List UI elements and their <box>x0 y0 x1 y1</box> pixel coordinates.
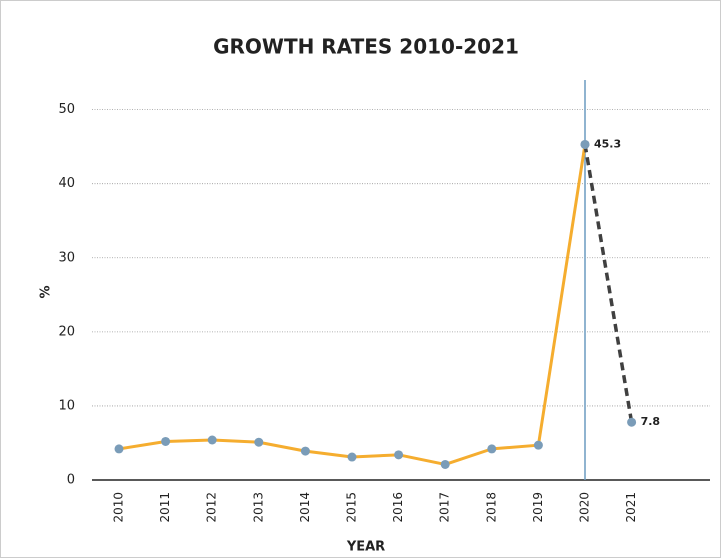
y-tick-label: 10 <box>58 398 75 413</box>
series-line <box>583 144 634 423</box>
y-tick-label: 40 <box>58 176 75 191</box>
x-tick-label: 2015 <box>345 492 359 523</box>
chart-title: GROWTH RATES 2010-2021 <box>213 35 519 59</box>
x-tick-label: 2018 <box>484 492 498 523</box>
x-axis-title: YEAR <box>346 540 385 555</box>
y-tick-label: 0 <box>67 473 75 488</box>
point <box>394 450 404 460</box>
data-label: 45.3 <box>594 137 621 150</box>
point <box>207 435 217 445</box>
x-tick-label: 2012 <box>205 492 219 523</box>
point <box>254 437 264 447</box>
data-label: 7.8 <box>641 415 661 428</box>
x-tick-label: 2019 <box>531 492 545 523</box>
point <box>114 444 124 454</box>
x-tick-label: 2016 <box>391 492 405 523</box>
point <box>440 459 450 469</box>
x-tick-label: 2021 <box>624 492 638 523</box>
y-tick-label: 20 <box>58 324 75 339</box>
y-tick-label: 30 <box>58 250 75 265</box>
x-tick-label: 2014 <box>298 492 312 523</box>
point <box>347 452 357 462</box>
y-tick-label: 50 <box>58 102 75 117</box>
point <box>300 446 310 456</box>
point <box>487 444 497 454</box>
x-tick-label: 2010 <box>112 492 126 523</box>
point <box>627 417 637 427</box>
x-tick-label: 2011 <box>158 492 172 523</box>
x-tick-label: 2013 <box>251 492 265 523</box>
point <box>580 139 590 149</box>
y-axis-title: % <box>39 285 54 298</box>
x-tick-label: 2020 <box>578 492 592 523</box>
x-tick-label: 2017 <box>438 492 452 523</box>
point <box>533 440 543 450</box>
point <box>161 436 171 446</box>
